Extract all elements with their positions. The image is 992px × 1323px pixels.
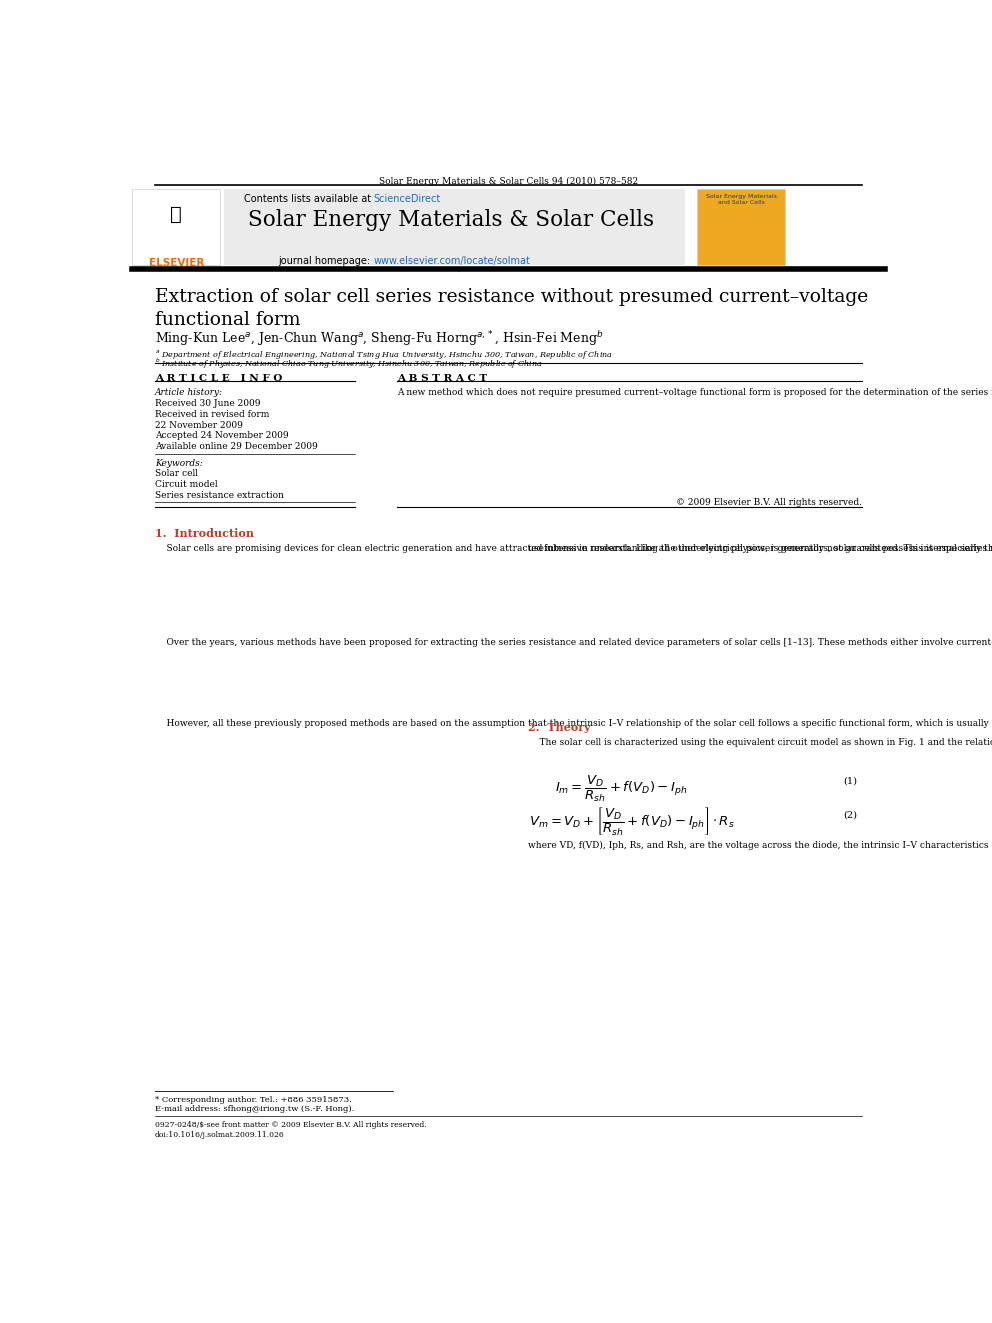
Text: The solar cell is characterized using the equivalent circuit model as shown in F: The solar cell is characterized using th…	[528, 738, 992, 747]
Text: 🌳: 🌳	[171, 205, 183, 224]
Text: Extraction of solar cell series resistance without presumed current–voltage
func: Extraction of solar cell series resistan…	[155, 288, 868, 329]
Text: 2.  Theory: 2. Theory	[528, 722, 590, 733]
Text: Circuit model: Circuit model	[155, 480, 217, 490]
Text: Keywords:: Keywords:	[155, 459, 202, 468]
Text: $^b$ Institute of Physics, National Chiao Tung University, Hsinchu 300, Taiwan, : $^b$ Institute of Physics, National Chia…	[155, 356, 543, 370]
FancyBboxPatch shape	[132, 189, 220, 265]
Text: E-mail address: sfhong@iriong.tw (S.-F. Hong).: E-mail address: sfhong@iriong.tw (S.-F. …	[155, 1105, 354, 1113]
Text: Contents lists available at: Contents lists available at	[244, 194, 374, 205]
Text: usefulness in understanding the underlying physics, is generally not guaranteed.: usefulness in understanding the underlyi…	[528, 544, 992, 553]
Text: Solar Energy Materials & Solar Cells 94 (2010) 578–582: Solar Energy Materials & Solar Cells 94 …	[379, 177, 638, 187]
Text: journal homepage:: journal homepage:	[279, 255, 374, 266]
Text: However, all these previously proposed methods are based on the assumption that : However, all these previously proposed m…	[155, 720, 992, 728]
Text: Over the years, various methods have been proposed for extracting the series res: Over the years, various methods have bee…	[155, 638, 992, 647]
Text: (2): (2)	[843, 811, 857, 820]
Text: 0927-0248/$-see front matter © 2009 Elsevier B.V. All rights reserved.: 0927-0248/$-see front matter © 2009 Else…	[155, 1122, 427, 1130]
Text: 1.  Introduction: 1. Introduction	[155, 528, 254, 538]
Text: * Corresponding author. Tel.: +886 35915873.: * Corresponding author. Tel.: +886 35915…	[155, 1095, 351, 1103]
Text: doi:10.1016/j.solmat.2009.11.026: doi:10.1016/j.solmat.2009.11.026	[155, 1131, 285, 1139]
Text: © 2009 Elsevier B.V. All rights reserved.: © 2009 Elsevier B.V. All rights reserved…	[677, 497, 862, 507]
Text: A new method which does not require presumed current–voltage functional form is : A new method which does not require pres…	[397, 388, 992, 397]
Text: A R T I C L E   I N F O: A R T I C L E I N F O	[155, 373, 282, 382]
Text: $V_m = V_D + \left[\dfrac{V_D}{R_{sh}} + f(V_D) - I_{ph}\right] \cdot R_s$: $V_m = V_D + \left[\dfrac{V_D}{R_{sh}} +…	[529, 806, 735, 837]
Text: Solar cell: Solar cell	[155, 470, 197, 479]
Text: ELSEVIER: ELSEVIER	[149, 258, 204, 267]
Text: Series resistance extraction: Series resistance extraction	[155, 491, 284, 500]
Text: Solar cells are promising devices for clean electric generation and have attract: Solar cells are promising devices for cl…	[155, 544, 992, 553]
Text: Ming-Kun Lee$^a$, Jen-Chun Wang$^a$, Sheng-Fu Horng$^{a,*}$, Hsin-Fei Meng$^b$: Ming-Kun Lee$^a$, Jen-Chun Wang$^a$, She…	[155, 329, 603, 348]
Text: Solar Energy Materials
and Solar Cells: Solar Energy Materials and Solar Cells	[706, 194, 777, 205]
Text: where VD, f(VD), Iph, Rs, and Rsh, are the voltage across the diode, the intrins: where VD, f(VD), Iph, Rs, and Rsh, are t…	[528, 841, 992, 851]
Text: Accepted 24 November 2009: Accepted 24 November 2009	[155, 431, 289, 441]
Text: Solar Energy Materials & Solar Cells: Solar Energy Materials & Solar Cells	[248, 209, 654, 230]
Text: 22 November 2009: 22 November 2009	[155, 421, 243, 430]
Text: Received in revised form: Received in revised form	[155, 410, 269, 419]
FancyBboxPatch shape	[696, 189, 786, 265]
Text: www.elsevier.com/locate/solmat: www.elsevier.com/locate/solmat	[374, 255, 531, 266]
FancyBboxPatch shape	[224, 189, 685, 265]
Text: ScienceDirect: ScienceDirect	[374, 194, 441, 205]
Text: (1): (1)	[843, 777, 857, 785]
Text: A B S T R A C T: A B S T R A C T	[397, 373, 487, 382]
Text: Available online 29 December 2009: Available online 29 December 2009	[155, 442, 317, 451]
Text: Article history:: Article history:	[155, 388, 223, 397]
Text: $I_m = \dfrac{V_D}{R_{sh}} + f(V_D) - I_{ph}$: $I_m = \dfrac{V_D}{R_{sh}} + f(V_D) - I_…	[555, 774, 687, 804]
Text: Received 30 June 2009: Received 30 June 2009	[155, 400, 260, 409]
Text: $^a$ Department of Electrical Engineering, National Tsing Hua University, Hsinch: $^a$ Department of Electrical Engineerin…	[155, 348, 613, 361]
